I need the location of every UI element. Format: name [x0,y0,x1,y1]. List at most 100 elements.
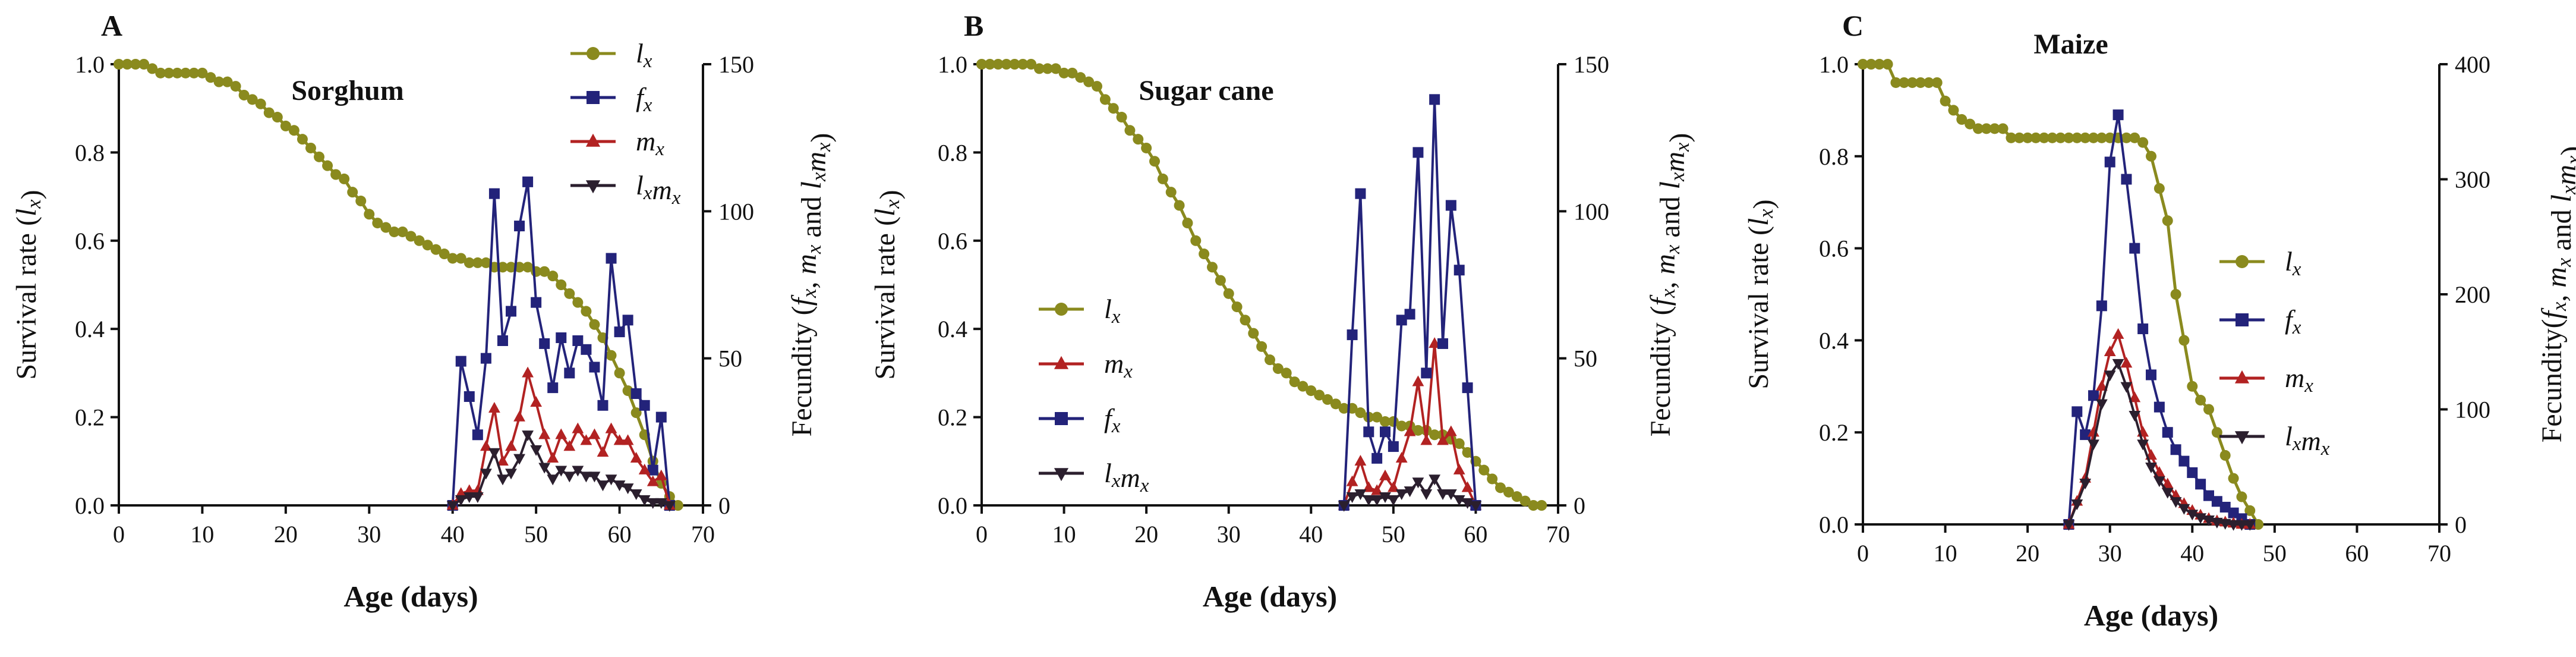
data-point-lx [1931,77,1943,88]
chart-title: Sorghum [291,75,403,106]
y-tick-label: 1.0 [75,51,105,78]
data-point-mx [2112,328,2124,339]
data-point-mx [572,422,584,433]
x-tick-label: 40 [441,521,465,548]
data-point-lx [1338,403,1350,414]
data-point-lxmx [2079,479,2092,490]
legend-marker-lxmx [2234,431,2250,445]
data-point-fx [2129,243,2140,254]
data-point-lxmx [2088,439,2099,451]
data-point-lxmx [605,474,617,486]
data-point-lxmx [1404,486,1416,498]
data-point-fx [2187,467,2198,478]
data-point-mx [588,428,601,439]
data-point-lx [2063,132,2074,143]
data-point-lx [614,367,625,379]
data-point-lx [2187,381,2198,392]
data-point-lx [2047,132,2058,143]
data-point-fx [531,297,542,308]
data-point-lxmx [505,469,517,480]
data-point-fx [1412,147,1424,158]
y2-tick-label: 0 [1574,492,1585,519]
data-point-fx [630,388,642,400]
data-point-fx [597,400,608,411]
data-point-lx [389,226,400,237]
data-point-lxmx [1437,489,1449,501]
data-point-lxmx [2129,410,2141,422]
data-point-lxmx [538,463,551,474]
data-point-fx [2080,429,2091,441]
data-point-fx [1371,452,1383,464]
data-point-lx [222,76,233,87]
data-point-lx [1478,464,1490,476]
data-point-fx [522,176,534,187]
data-point-lx [1899,77,1910,88]
data-point-fx [606,253,617,264]
data-point-lx [339,173,350,184]
y-tick-label: 0.8 [75,139,105,166]
data-point-mx [505,440,517,451]
legend-label-lxmx: lxmx [2285,421,2330,460]
data-point-lx [397,226,408,237]
data-point-lx [364,209,375,220]
legend-label-fx: fx [1104,403,1121,437]
data-point-lxmx [580,471,592,483]
x-tick-label: 50 [1382,521,1405,548]
data-point-fx [1445,200,1456,211]
data-point-mx [2161,477,2174,489]
data-point-lx [539,266,550,277]
data-point-lx [1272,363,1284,374]
data-point-fx [1380,426,1391,438]
data-point-lxmx [471,492,484,503]
data-point-fx [1437,338,1448,349]
data-point-lx [1050,63,1061,74]
data-point-lx [1207,262,1218,273]
data-point-lxmx [2120,382,2133,393]
data-point-lx [163,67,175,78]
data-point-lx [1099,94,1111,105]
data-point-mx [2104,345,2116,356]
x-tick-label: 70 [691,521,715,548]
data-point-fx [1347,329,1358,341]
data-point-mx [530,396,543,407]
data-point-fx [2121,174,2132,185]
data-point-mx [1445,425,1457,436]
data-point-lx [1199,249,1210,260]
data-point-lxmx [1354,489,1367,501]
data-point-lx [1429,429,1440,441]
data-point-lx [1511,491,1522,502]
data-point-lx [138,59,150,70]
data-point-lx [2137,137,2149,148]
y2-tick-label: 100 [718,198,754,225]
x-tick-label: 0 [1857,540,1869,567]
data-point-mx [622,434,634,445]
y2-axis-label: Fecundity (fx, mx and lxmx) [1645,133,1695,437]
data-point-lx [506,262,517,273]
y-tick-label: 0.0 [938,492,967,519]
data-point-lx [2030,132,2041,143]
y-tick-label: 1.0 [938,51,967,78]
data-point-lx [1412,425,1424,436]
data-point-mx [1461,481,1474,492]
legend: lx fx mx lxmx [570,38,681,209]
legend-label-lx: lx [636,38,652,72]
data-point-lx [1380,416,1391,427]
data-point-lx [405,231,417,242]
data-point-lx [1989,123,2000,134]
data-point-fx [1404,309,1415,320]
data-point-lx [1858,59,1868,70]
data-point-lx [1116,112,1127,123]
x-tick-label: 20 [1134,521,1158,548]
data-point-fx [639,400,650,411]
legend-marker-lxmx [1054,468,1069,482]
data-point-lx [172,67,183,78]
data-point-lx [1141,142,1152,153]
data-point-fx [2096,300,2107,312]
data-point-fx [655,411,667,423]
data-point-lx [976,59,987,70]
data-point-lx [1874,59,1885,70]
y-tick-label: 0.6 [1819,235,1849,262]
data-point-lx [2088,132,2099,143]
legend-marker-lx [587,47,600,60]
data-point-lx [1157,173,1168,184]
